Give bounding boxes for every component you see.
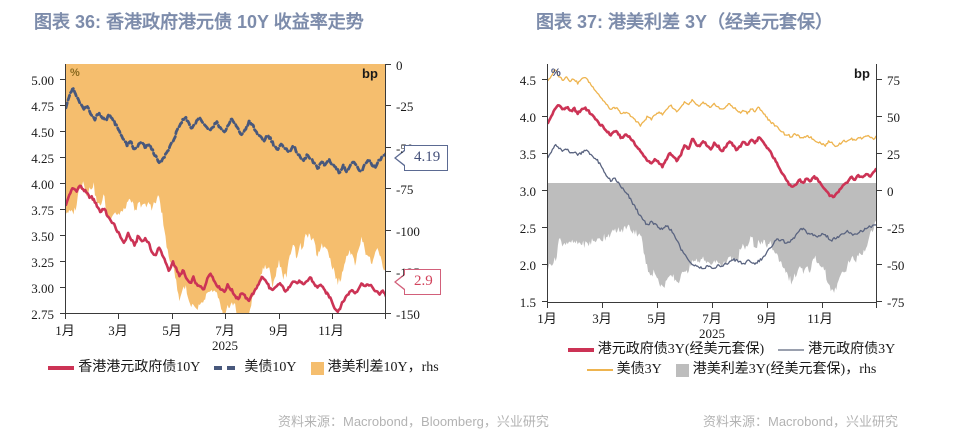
chart-36-plot <box>65 64 386 314</box>
legend-swatch-line-yellow <box>586 369 613 371</box>
chart-37-plot <box>547 64 877 303</box>
panel-chart-36: 图表 36: 香港政府港元债 10Y 收益率走势 5.00 4.75 4.50 … <box>0 0 549 440</box>
legend-item-spread-3y-hedged[interactable]: 港美利差3Y(经美元套保)，rhs <box>675 360 876 380</box>
chart-37-year-label: 2025 <box>699 326 725 341</box>
chart-36-right-unit: bp <box>362 66 378 81</box>
chart-37-right-unit: bp <box>854 66 870 81</box>
chart-37-source: 资料来源：Macrobond，兴业研究 <box>703 414 899 429</box>
legend-item-ust-3y[interactable]: 美债3Y <box>586 360 662 380</box>
legend-swatch-box-gray <box>675 363 689 377</box>
legend-item-hkgb-3y-hedged[interactable]: 港元政府债3Y(经美元套保) <box>567 340 764 360</box>
chart-36-source: 资料来源：Macrobond，Bloomberg，兴业研究 <box>278 414 549 429</box>
legend-item-ust-10y[interactable]: 美债10Y <box>214 358 297 378</box>
legend-item-hk-gov-bond-10y[interactable]: 香港港元政府债10Y <box>48 358 200 378</box>
chart-36-year-label: 2025 <box>212 338 238 353</box>
chart-37-svg <box>548 69 877 293</box>
chart-37-right-axis <box>876 64 882 303</box>
chart-37-legend: 港元政府债3Y(经美元套保) 港元政府债3Y 美债3Y 港美利差3Y(经美元套保… <box>488 340 975 380</box>
legend-swatch-line-red <box>48 366 75 370</box>
chart-36-right-axis <box>385 64 391 314</box>
chart-37-left-unit: % <box>551 67 561 79</box>
panel-chart-37: 图表 37: 港美利差 3Y（经美元套保） 4.5 4.0 3.5 3.0 2.… <box>488 0 975 440</box>
legend-swatch-dashed-navy <box>214 366 241 370</box>
chart-36-callout-hkgb: 2.9 <box>394 269 441 295</box>
chart-36-legend: 香港港元政府债10Y 美债10Y 港美利差10Y，rhs <box>0 358 487 378</box>
chart-36-left-unit: % <box>70 67 80 79</box>
chart-36-title: 图表 36: 香港政府港元债 10Y 收益率走势 <box>34 12 364 32</box>
legend-swatch-box-orange <box>310 361 324 375</box>
chart-36-svg <box>66 64 386 313</box>
chart-36-callout-ust: 4.19 <box>394 145 449 171</box>
chart-37-title: 图表 37: 港美利差 3Y（经美元套保） <box>536 12 834 32</box>
legend-item-spread-10y[interactable]: 港美利差10Y，rhs <box>310 358 439 378</box>
legend-swatch-line-gray <box>778 349 805 351</box>
legend-swatch-line-red <box>567 348 594 352</box>
legend-item-hkgb-3y[interactable]: 港元政府债3Y <box>778 340 895 360</box>
